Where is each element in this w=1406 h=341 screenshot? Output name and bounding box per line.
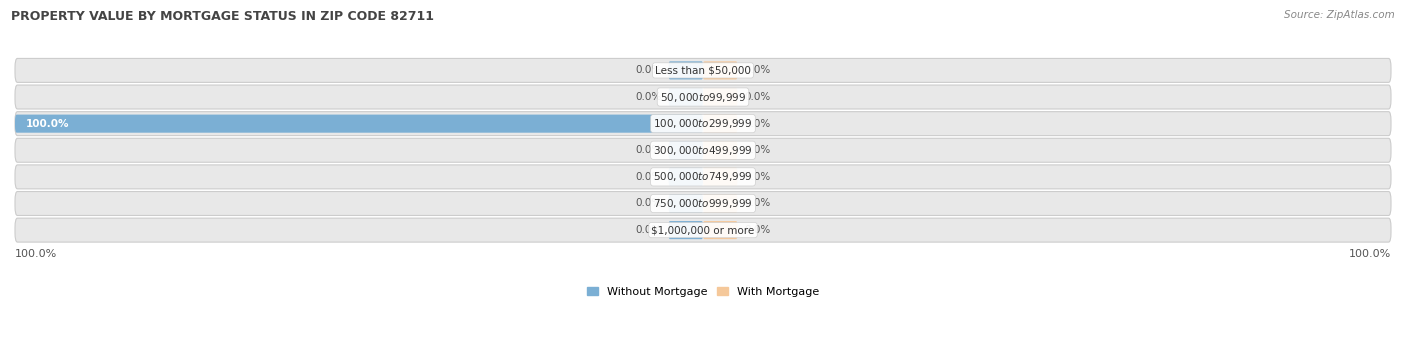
FancyBboxPatch shape (669, 88, 703, 106)
Text: $300,000 to $499,999: $300,000 to $499,999 (654, 144, 752, 157)
Text: 0.0%: 0.0% (744, 225, 770, 235)
Text: 0.0%: 0.0% (744, 119, 770, 129)
Text: $1,000,000 or more: $1,000,000 or more (651, 225, 755, 235)
FancyBboxPatch shape (703, 168, 737, 186)
Text: 0.0%: 0.0% (744, 198, 770, 208)
FancyBboxPatch shape (669, 194, 703, 212)
FancyBboxPatch shape (15, 58, 1391, 83)
FancyBboxPatch shape (15, 85, 1391, 109)
FancyBboxPatch shape (15, 165, 1391, 189)
Text: 0.0%: 0.0% (636, 225, 662, 235)
Legend: Without Mortgage, With Mortgage: Without Mortgage, With Mortgage (588, 286, 818, 297)
Text: $50,000 to $99,999: $50,000 to $99,999 (659, 90, 747, 104)
Text: 0.0%: 0.0% (636, 172, 662, 182)
FancyBboxPatch shape (703, 88, 737, 106)
FancyBboxPatch shape (669, 61, 703, 79)
Text: 0.0%: 0.0% (744, 145, 770, 155)
Text: 0.0%: 0.0% (636, 198, 662, 208)
FancyBboxPatch shape (669, 221, 703, 239)
FancyBboxPatch shape (703, 194, 737, 212)
Text: 0.0%: 0.0% (636, 145, 662, 155)
FancyBboxPatch shape (15, 115, 703, 133)
FancyBboxPatch shape (15, 138, 1391, 162)
FancyBboxPatch shape (15, 112, 1391, 136)
FancyBboxPatch shape (703, 141, 737, 159)
Text: 0.0%: 0.0% (744, 92, 770, 102)
Text: Less than $50,000: Less than $50,000 (655, 65, 751, 75)
Text: 100.0%: 100.0% (25, 119, 69, 129)
FancyBboxPatch shape (703, 221, 737, 239)
Text: 100.0%: 100.0% (15, 249, 58, 259)
Text: 100.0%: 100.0% (1348, 249, 1391, 259)
Text: 0.0%: 0.0% (636, 65, 662, 75)
Text: $750,000 to $999,999: $750,000 to $999,999 (654, 197, 752, 210)
Text: PROPERTY VALUE BY MORTGAGE STATUS IN ZIP CODE 82711: PROPERTY VALUE BY MORTGAGE STATUS IN ZIP… (11, 10, 434, 23)
Text: 0.0%: 0.0% (636, 92, 662, 102)
FancyBboxPatch shape (669, 168, 703, 186)
FancyBboxPatch shape (15, 218, 1391, 242)
Text: $100,000 to $299,999: $100,000 to $299,999 (654, 117, 752, 130)
FancyBboxPatch shape (703, 61, 737, 79)
Text: Source: ZipAtlas.com: Source: ZipAtlas.com (1284, 10, 1395, 20)
Text: 0.0%: 0.0% (744, 65, 770, 75)
FancyBboxPatch shape (15, 192, 1391, 216)
Text: 0.0%: 0.0% (744, 172, 770, 182)
FancyBboxPatch shape (703, 115, 737, 133)
FancyBboxPatch shape (669, 141, 703, 159)
Text: $500,000 to $749,999: $500,000 to $749,999 (654, 170, 752, 183)
